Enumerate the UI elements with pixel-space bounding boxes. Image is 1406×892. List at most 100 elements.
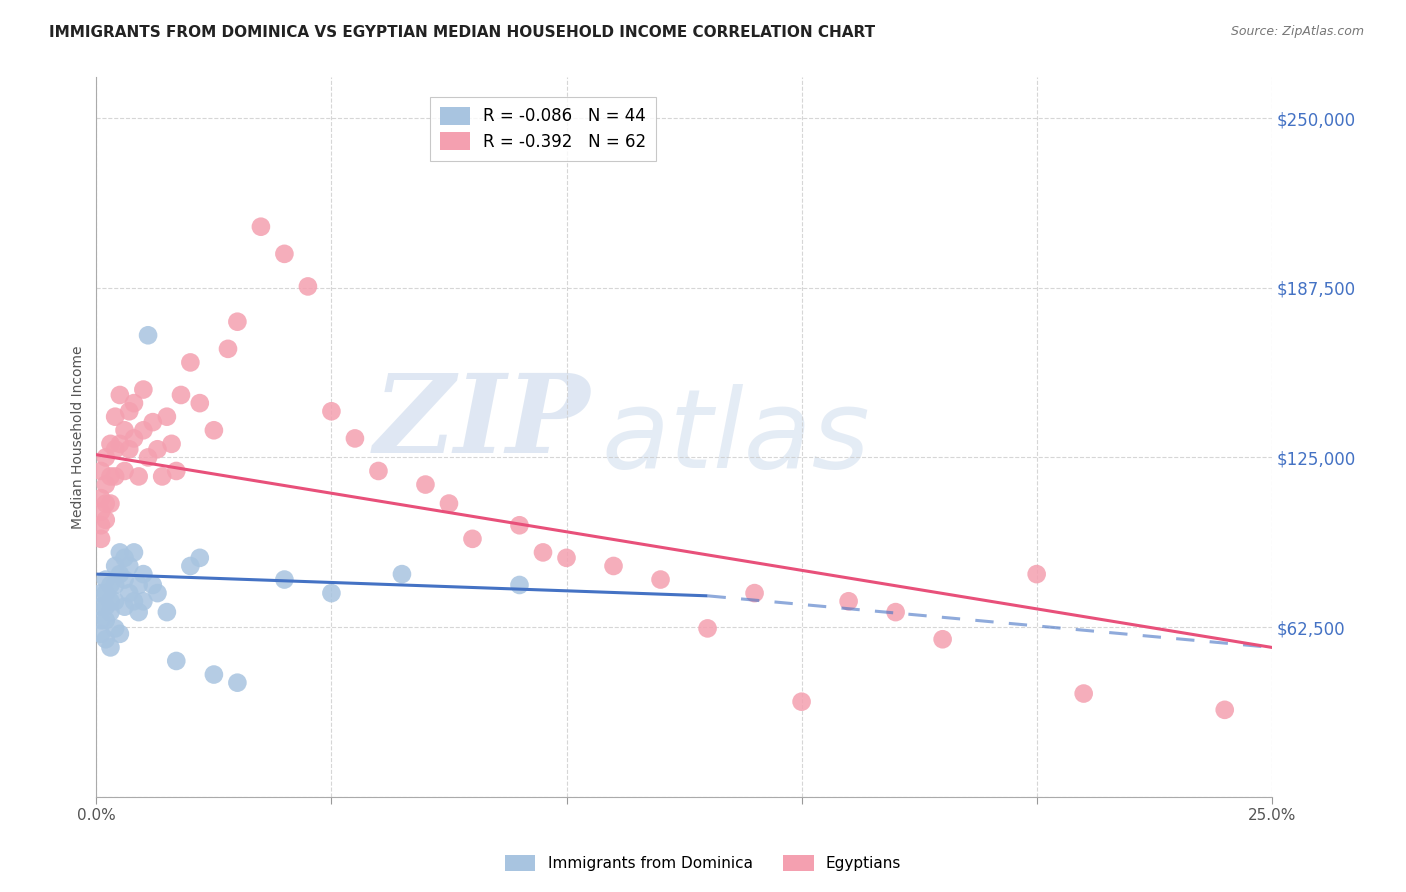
Point — [118, 442, 141, 457]
Point — [128, 469, 150, 483]
Point — [170, 388, 193, 402]
Point — [273, 573, 295, 587]
Point — [136, 450, 159, 465]
Point — [104, 442, 127, 457]
Text: ZIP: ZIP — [374, 369, 591, 476]
Point — [790, 695, 813, 709]
Point — [104, 559, 127, 574]
Point — [108, 567, 131, 582]
Point — [321, 404, 343, 418]
Point — [179, 559, 201, 574]
Point — [100, 605, 122, 619]
Point — [226, 675, 249, 690]
Point — [884, 605, 907, 619]
Point — [100, 578, 122, 592]
Point — [90, 586, 112, 600]
Point — [108, 388, 131, 402]
Point — [114, 599, 136, 614]
Point — [696, 621, 718, 635]
Point — [104, 409, 127, 424]
Point — [250, 219, 273, 234]
Text: Source: ZipAtlas.com: Source: ZipAtlas.com — [1230, 25, 1364, 38]
Point — [90, 627, 112, 641]
Point — [1025, 567, 1047, 582]
Point — [132, 594, 155, 608]
Point — [90, 532, 112, 546]
Point — [165, 464, 187, 478]
Point — [108, 437, 131, 451]
Point — [156, 409, 179, 424]
Point — [202, 423, 225, 437]
Point — [128, 578, 150, 592]
Point — [122, 594, 145, 608]
Point — [100, 497, 122, 511]
Point — [1213, 703, 1236, 717]
Point — [114, 423, 136, 437]
Point — [838, 594, 860, 608]
Point — [122, 396, 145, 410]
Legend: Immigrants from Dominica, Egyptians: Immigrants from Dominica, Egyptians — [499, 849, 907, 877]
Point — [602, 559, 624, 574]
Point — [108, 545, 131, 559]
Point — [118, 404, 141, 418]
Point — [104, 578, 127, 592]
Point — [146, 586, 169, 600]
Point — [321, 586, 343, 600]
Point — [931, 632, 953, 647]
Point — [391, 567, 413, 582]
Point — [415, 477, 437, 491]
Point — [142, 578, 165, 592]
Point — [188, 396, 211, 410]
Point — [100, 594, 122, 608]
Point — [136, 328, 159, 343]
Point — [128, 605, 150, 619]
Y-axis label: Median Household Income: Median Household Income — [72, 345, 86, 529]
Point — [202, 667, 225, 681]
Point — [650, 573, 672, 587]
Point — [114, 573, 136, 587]
Point — [297, 279, 319, 293]
Point — [273, 247, 295, 261]
Point — [156, 605, 179, 619]
Point — [461, 532, 484, 546]
Point — [94, 613, 117, 627]
Point — [437, 497, 460, 511]
Point — [226, 315, 249, 329]
Point — [90, 613, 112, 627]
Point — [508, 578, 530, 592]
Point — [367, 464, 389, 478]
Point — [100, 640, 122, 655]
Point — [744, 586, 766, 600]
Point — [150, 469, 173, 483]
Point — [104, 594, 127, 608]
Point — [114, 550, 136, 565]
Point — [94, 599, 117, 614]
Point — [94, 497, 117, 511]
Point — [132, 383, 155, 397]
Point — [165, 654, 187, 668]
Point — [188, 550, 211, 565]
Point — [142, 415, 165, 429]
Point — [94, 573, 117, 587]
Point — [531, 545, 554, 559]
Point — [122, 431, 145, 445]
Point — [94, 477, 117, 491]
Point — [114, 464, 136, 478]
Point — [1073, 687, 1095, 701]
Point — [122, 545, 145, 559]
Point — [146, 442, 169, 457]
Legend: R = -0.086   N = 44, R = -0.392   N = 62: R = -0.086 N = 44, R = -0.392 N = 62 — [430, 96, 657, 161]
Point — [160, 437, 183, 451]
Point — [108, 627, 131, 641]
Point — [104, 469, 127, 483]
Point — [94, 632, 117, 647]
Point — [104, 621, 127, 635]
Point — [508, 518, 530, 533]
Point — [94, 513, 117, 527]
Point — [90, 505, 112, 519]
Point — [100, 437, 122, 451]
Point — [94, 450, 117, 465]
Point — [179, 355, 201, 369]
Point — [94, 586, 117, 600]
Text: IMMIGRANTS FROM DOMINICA VS EGYPTIAN MEDIAN HOUSEHOLD INCOME CORRELATION CHART: IMMIGRANTS FROM DOMINICA VS EGYPTIAN MED… — [49, 25, 876, 40]
